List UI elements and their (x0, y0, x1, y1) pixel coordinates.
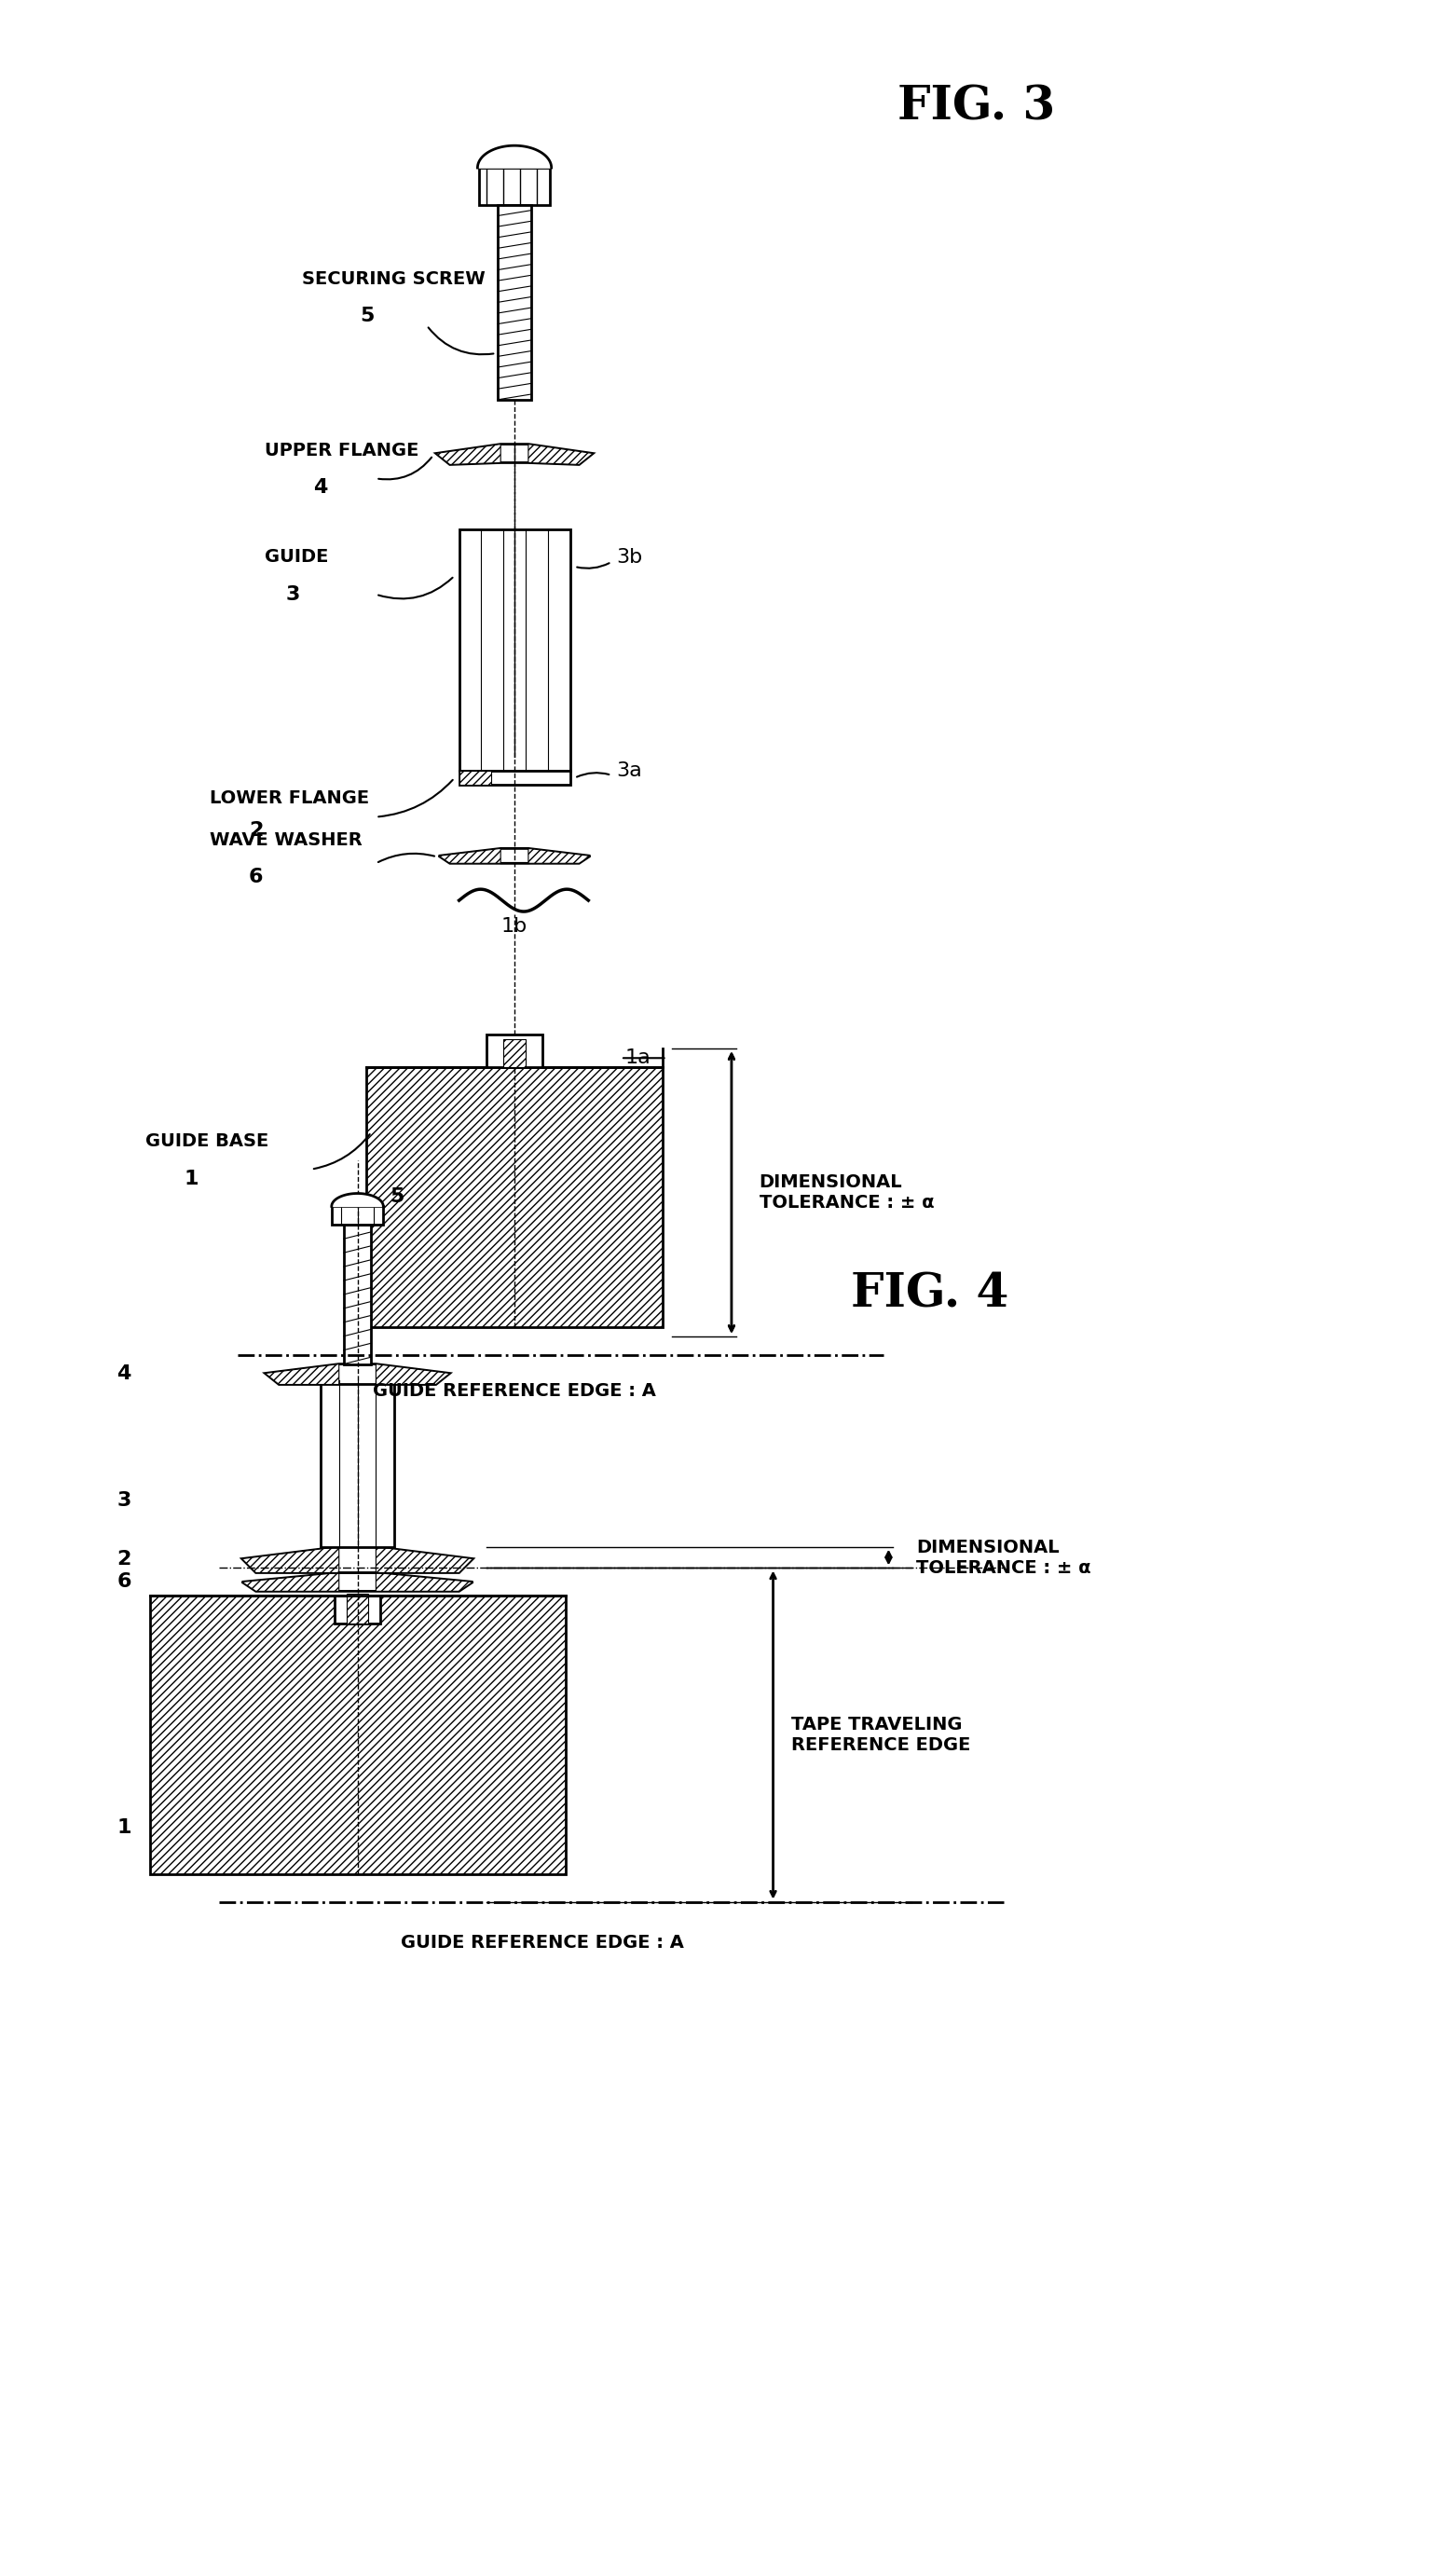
Polygon shape (376, 1365, 450, 1383)
Text: TAPE TRAVELING
REFERENCE EDGE: TAPE TRAVELING REFERENCE EDGE (791, 1716, 971, 1754)
Bar (321, 1381, 395, 1546)
Polygon shape (439, 848, 501, 863)
Bar (486, 1036, 542, 1066)
Text: LOWER FLANGE: LOWER FLANGE (209, 788, 369, 806)
Text: 3b: 3b (616, 549, 642, 567)
Polygon shape (266, 1365, 450, 1383)
Polygon shape (242, 1546, 473, 1574)
Text: GUIDE BASE: GUIDE BASE (145, 1133, 269, 1151)
Bar (459, 531, 569, 770)
Polygon shape (459, 770, 491, 786)
Text: 3a: 3a (616, 762, 642, 781)
Polygon shape (242, 1574, 338, 1592)
Text: FIG. 4: FIG. 4 (851, 1273, 1009, 1316)
Polygon shape (478, 147, 552, 167)
Text: 1: 1 (116, 1819, 131, 1837)
Polygon shape (242, 1574, 473, 1592)
Bar (331, 1206, 383, 1226)
Bar (334, 1597, 380, 1623)
Bar (367, 1066, 662, 1327)
Text: 2: 2 (116, 1548, 131, 1569)
Text: DIMENSIONAL
TOLERANCE : ± α: DIMENSIONAL TOLERANCE : ± α (916, 1538, 1090, 1577)
Bar (150, 1597, 565, 1875)
Polygon shape (529, 848, 590, 863)
Polygon shape (266, 1365, 338, 1383)
Bar (479, 167, 549, 206)
Polygon shape (436, 443, 592, 464)
Polygon shape (436, 443, 501, 464)
Polygon shape (331, 1193, 383, 1206)
Text: GUIDE: GUIDE (266, 549, 328, 567)
Text: 1: 1 (184, 1170, 199, 1188)
Bar (504, 1041, 526, 1066)
Text: 6: 6 (248, 868, 263, 886)
Text: 5: 5 (360, 307, 373, 325)
Polygon shape (376, 1574, 473, 1592)
Text: 2: 2 (248, 822, 263, 840)
Text: SECURING SCREW: SECURING SCREW (302, 270, 485, 289)
Text: 4: 4 (314, 479, 328, 497)
Text: FIG. 3: FIG. 3 (897, 85, 1056, 129)
Text: 5: 5 (389, 1188, 404, 1206)
Text: 1b: 1b (501, 917, 527, 935)
Text: 1a: 1a (626, 1048, 650, 1066)
Text: GUIDE REFERENCE EDGE : A: GUIDE REFERENCE EDGE : A (373, 1383, 656, 1401)
Bar (459, 770, 569, 786)
Polygon shape (242, 1546, 338, 1574)
Bar (347, 1595, 369, 1623)
Text: DIMENSIONAL
TOLERANCE : ± α: DIMENSIONAL TOLERANCE : ± α (759, 1175, 934, 1211)
Bar (498, 206, 531, 399)
Text: UPPER FLANGE: UPPER FLANGE (266, 443, 420, 459)
Polygon shape (529, 443, 592, 464)
Polygon shape (376, 1546, 473, 1574)
Text: WAVE WASHER: WAVE WASHER (209, 832, 363, 850)
Text: GUIDE REFERENCE EDGE : A: GUIDE REFERENCE EDGE : A (401, 1935, 684, 1953)
Text: 3: 3 (116, 1492, 131, 1510)
Polygon shape (439, 848, 590, 863)
Text: 6: 6 (116, 1571, 131, 1592)
Bar (344, 1226, 372, 1365)
Text: 4: 4 (116, 1363, 131, 1383)
Text: 3: 3 (286, 585, 301, 603)
